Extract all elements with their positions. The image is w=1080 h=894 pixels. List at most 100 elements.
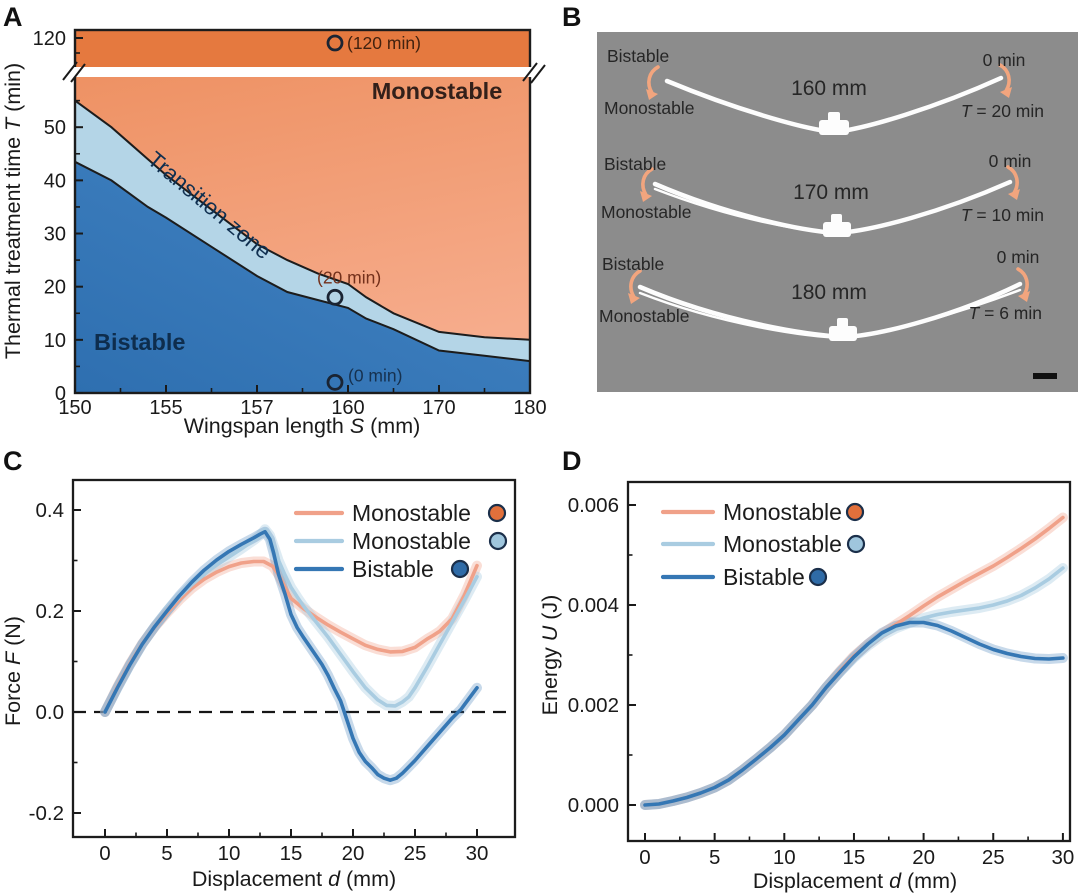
x-tick-label: 155: [149, 397, 182, 419]
legend-marker: [487, 503, 507, 523]
state-label-bistable: Bistable: [607, 46, 669, 66]
state-label-bistable: Bistable: [604, 154, 666, 174]
treatment-time-label: T = 20 min: [961, 101, 1044, 121]
state-label-monostable: Monostable: [601, 202, 691, 222]
axis-break-band: [58, 67, 550, 77]
legend-marker: [845, 502, 865, 522]
curve-bistable: [643, 620, 1065, 807]
curve-monostable: [643, 566, 1065, 807]
axis-break-slash: [530, 64, 546, 84]
x-tick-label: 20: [912, 846, 935, 869]
time-zero-label: 0 min: [983, 50, 1026, 70]
y-tick-label: 50: [44, 117, 66, 139]
y-tick-label: 0.2: [36, 600, 65, 623]
treatment-time-label: T = 6 min: [969, 303, 1042, 323]
curve-bistable: [103, 529, 479, 782]
wing-body: [823, 222, 851, 237]
x-tick-label: 5: [161, 842, 172, 865]
legend-label: Monostable: [723, 499, 842, 525]
y-tick-label: 0.006: [568, 494, 619, 517]
legend-marker: [808, 567, 828, 587]
x-tick-label: 30: [466, 842, 489, 865]
time-zero-label: 0 min: [989, 151, 1032, 171]
y-tick-label: 0: [55, 383, 66, 405]
sample-point-marker: [326, 288, 344, 306]
wing-curve-3: [843, 288, 1022, 339]
legend-label: Monostable: [723, 531, 842, 557]
bistable-region: [75, 161, 530, 393]
wing-curve-2: [638, 291, 847, 340]
above-break-region: [75, 30, 530, 68]
panel-c-x-axis-title: Displacement d (mm): [192, 867, 396, 891]
y-tick-label: 0.004: [568, 594, 619, 617]
panel-label-b: B: [562, 2, 582, 32]
wingspan-label: 180 mm: [791, 281, 867, 304]
x-tick-label: 20: [342, 842, 365, 865]
wing-body-nub: [831, 214, 842, 224]
y-break-tick-label: 120: [33, 28, 66, 50]
region-label-bistable: Bistable: [94, 329, 185, 355]
x-tick-label: 15: [280, 842, 303, 865]
panel-label-d: D: [562, 446, 582, 476]
wing-curve-2: [653, 187, 839, 236]
state-label-bistable: Bistable: [602, 254, 664, 274]
scale-bar: [1033, 373, 1057, 379]
lower-phase-boundary: [74, 160, 531, 363]
legend-label: Bistable: [352, 556, 434, 582]
sample-point-label: (120 min): [347, 33, 421, 53]
wing-body: [819, 120, 849, 135]
panel-b-photo: Bistable Monostable 160 mm 0 min T = 20 …: [597, 32, 1078, 392]
panel-c-chart: 0 5 10 15 20 25 30 -0.2 0.0 0.2 0.4 MonostableMonos…: [1, 478, 517, 891]
sample-point-label: (20 min): [317, 267, 381, 287]
panel-c-y-axis-title: Force F (N): [1, 616, 25, 726]
sample-point-label: (0 min): [348, 365, 402, 385]
wing-body: [829, 326, 857, 341]
x-tick-label: 157: [240, 397, 273, 419]
axis-break-slash: [70, 63, 86, 83]
sample-point-marker: [326, 373, 344, 391]
y-tick-label: 40: [44, 170, 66, 192]
y-tick-label: 0.000: [568, 794, 619, 817]
x-tick-label: 150: [58, 397, 91, 419]
wing-body-nub: [837, 318, 848, 328]
sample-point-marker: [326, 34, 344, 52]
legend-marker: [846, 534, 866, 554]
y-tick-label: 0.0: [36, 701, 65, 724]
treatment-time-label: T = 10 min: [961, 205, 1044, 225]
x-tick-label: 170: [422, 397, 455, 419]
x-tick-label: 180: [513, 397, 546, 419]
x-tick-label: 30: [1051, 846, 1074, 869]
plot-frame: [71, 478, 517, 839]
panel-a-phase-chart: 150 155 157 160 170 180 0 10 20 30 40 50 120 (120 min…: [1, 28, 550, 438]
y-tick-label: 10: [44, 330, 66, 352]
state-label-monostable: Monostable: [599, 306, 689, 326]
x-tick-label: 15: [843, 846, 866, 869]
time-zero-label: 0 min: [997, 247, 1040, 267]
legend-marker: [488, 531, 508, 551]
panel-a-y-axis-title: Thermal treatment time T (min): [1, 63, 25, 359]
x-tick-label: 0: [99, 842, 110, 865]
panel-label-c: C: [3, 446, 23, 476]
panel-label-a: A: [3, 2, 23, 32]
y-tick-label: -0.2: [29, 802, 64, 825]
axis-break-slash: [522, 62, 538, 82]
y-tick-label: 0.4: [36, 499, 65, 522]
x-tick-label: 0: [639, 846, 650, 869]
legend-label: Monostable: [352, 500, 471, 526]
plot-frame: [626, 480, 1072, 843]
x-tick-label: 160: [331, 397, 364, 419]
x-tick-label: 25: [982, 846, 1005, 869]
x-tick-label: 10: [773, 846, 796, 869]
upper-phase-boundary: [74, 99, 531, 341]
wingspan-label: 170 mm: [793, 181, 869, 204]
x-tick-label: 10: [218, 842, 241, 865]
y-tick-label: 30: [44, 224, 66, 246]
legend-label: Bistable: [723, 564, 805, 590]
wing-body-nub: [828, 112, 840, 122]
legend-label: Monostable: [352, 528, 471, 554]
wingspan-label: 160 mm: [791, 77, 867, 100]
axis-break-slash: [62, 61, 78, 81]
state-label-monostable: Monostable: [604, 98, 694, 118]
panel-d-y-axis-title: Energy U (J): [538, 595, 562, 716]
panel-d-chart: 0 5 10 15 20 25 30 0.000 0.002 0.004 0.006 Monostab…: [538, 480, 1074, 893]
